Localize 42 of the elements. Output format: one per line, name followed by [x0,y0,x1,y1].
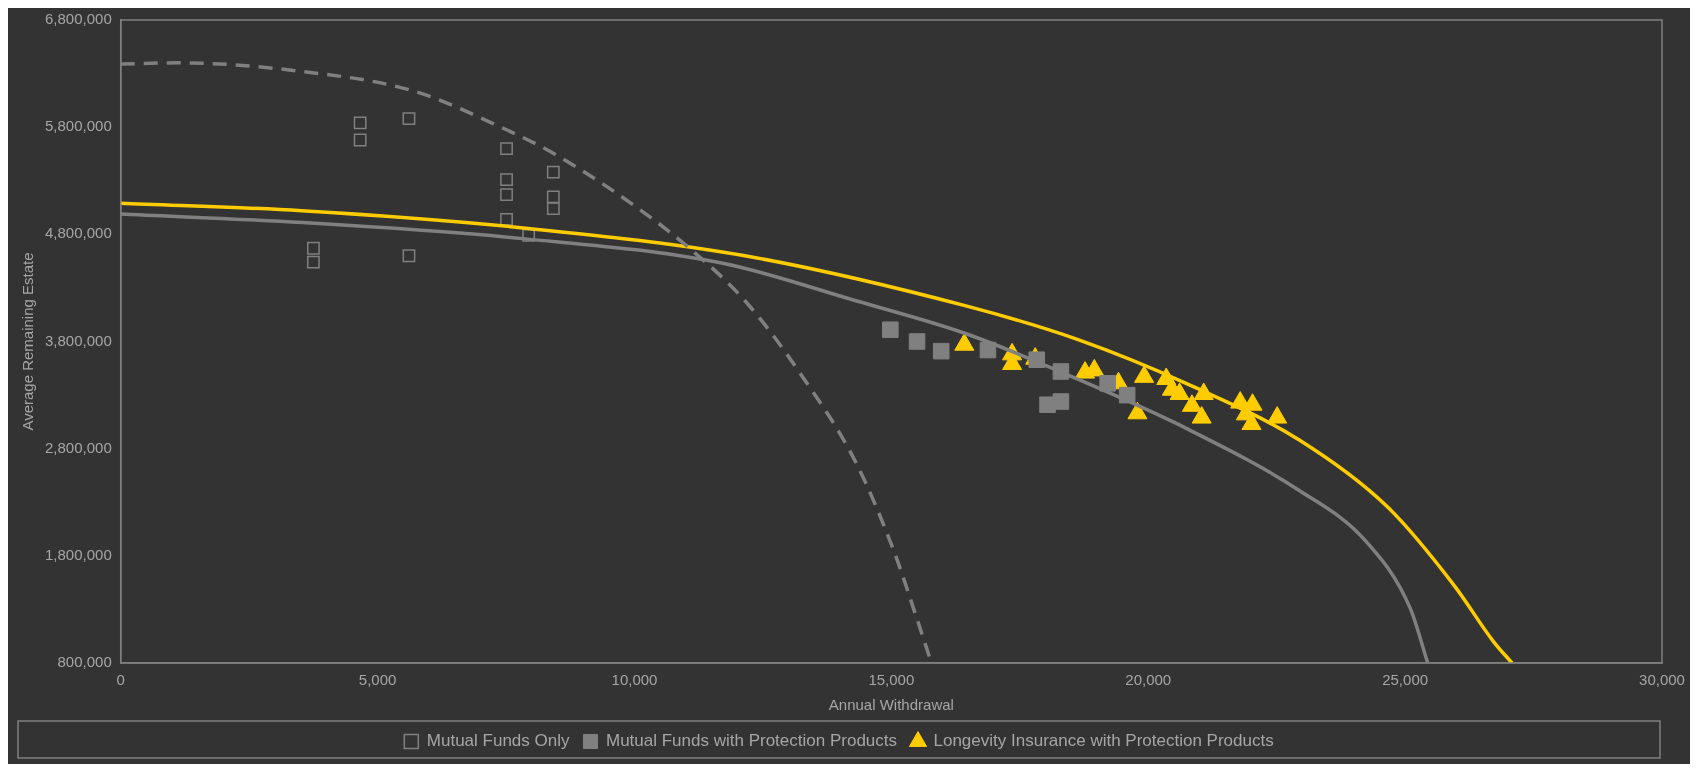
x-tick-label: 20,000 [1125,671,1172,689]
y-tick-label: 1,800,000 [45,545,112,563]
y-tick-label: 2,800,000 [45,438,112,456]
point [1181,394,1202,412]
point [500,212,513,226]
point [500,142,513,156]
y-tick-label: 3,800,000 [45,331,112,349]
point [353,133,367,147]
y-tick-label: 4,800,000 [45,224,112,242]
point [402,112,416,125]
x-axis-title: Annual Withdrawal [828,696,954,714]
x-tick-label: 30,000 [1639,671,1685,689]
point [500,188,513,202]
point [306,255,320,269]
point [546,190,560,204]
x-tick-label: 5,000 [358,671,397,689]
point [1267,406,1288,424]
point [882,321,899,338]
y-axis-title: Average Remaining Estate [19,252,37,431]
y-tick-label: 800,000 [57,653,112,671]
point [306,241,320,255]
x-tick-label: 25,000 [1382,671,1429,689]
point [1127,401,1148,420]
legend-label: Mutual Funds Only [426,731,570,751]
point [1169,382,1190,401]
point [954,333,975,351]
legend-label: Mutual Funds with Protection Products [605,731,898,751]
x-tick-label: 0 [116,671,125,689]
y-tick-label: 5,800,000 [45,117,112,135]
y-tick-label: 6,800,000 [45,10,112,28]
point [402,249,416,263]
point [932,342,950,360]
point [1134,365,1155,383]
point [353,116,367,130]
legend-label: Longevity Insurance with Protection Products [933,731,1274,751]
point [908,333,926,350]
point [546,165,560,179]
point [1191,406,1212,424]
point [546,202,560,216]
x-tick-label: 15,000 [868,671,915,689]
point [500,173,513,187]
x-tick-label: 10,000 [611,671,658,689]
